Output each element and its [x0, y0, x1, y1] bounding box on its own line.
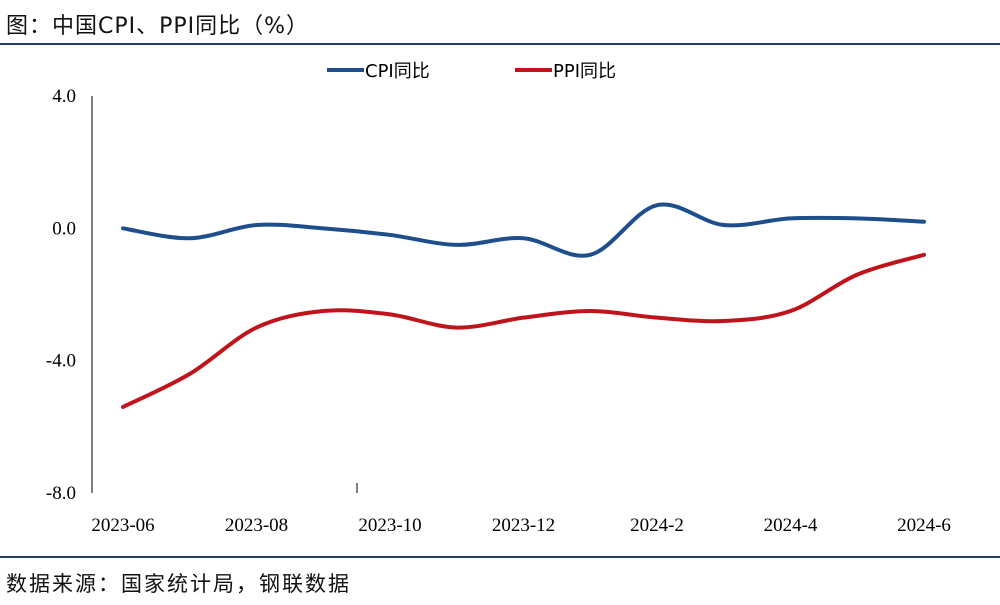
y-tick-label: -4.0	[46, 351, 76, 372]
x-tick-label: 2024-4	[764, 515, 818, 536]
legend-label: CPI同比	[365, 61, 430, 82]
legend-label: PPI同比	[553, 61, 616, 82]
x-tick-label: 2024-6	[897, 515, 951, 536]
x-tick-label: 2024-2	[630, 515, 684, 536]
series-line-cpi	[121, 202, 926, 258]
x-tick-label: 2023-08	[225, 515, 288, 536]
x-tick-label: 2023-10	[358, 515, 421, 536]
bottom-divider	[0, 556, 1000, 558]
y-tick-label: 0.0	[52, 218, 76, 239]
y-tick-label: -8.0	[46, 483, 76, 504]
top-divider	[0, 43, 1000, 45]
y-tick-label: 4.0	[52, 86, 76, 107]
series-line-ppi	[121, 252, 926, 409]
chart-title: 图：中国CPI、PPI同比（%）	[6, 14, 310, 39]
x-tick-label: 2023-12	[492, 515, 555, 536]
x-tick-label: 2023-06	[91, 515, 154, 536]
data-source-note: 数据来源：国家统计局，钢联数据	[6, 572, 351, 596]
